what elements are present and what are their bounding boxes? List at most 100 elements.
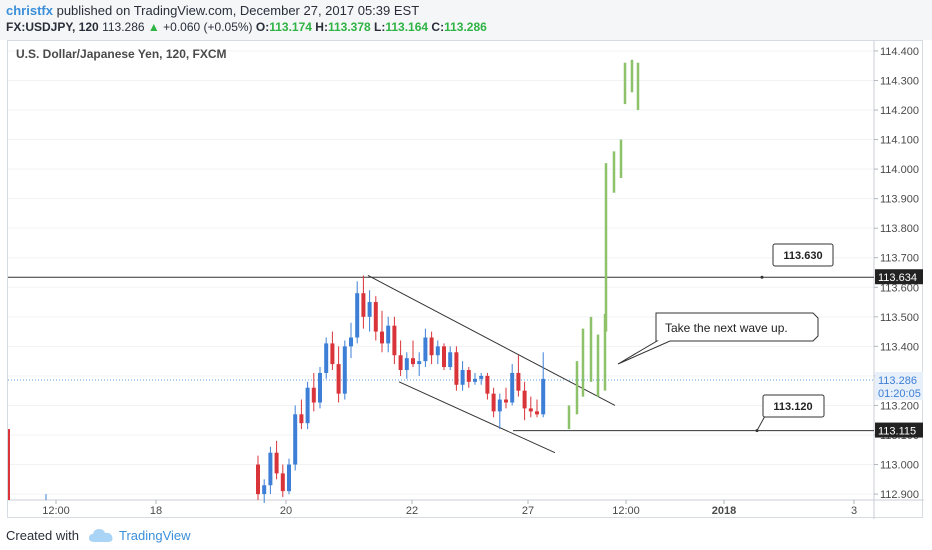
author-link[interactable]: christfx <box>6 3 53 18</box>
chart-grid <box>8 50 874 495</box>
candle-body <box>485 375 490 394</box>
candle-body <box>417 361 422 365</box>
footer: Created with TradingView <box>0 522 932 550</box>
candle-body <box>528 408 533 412</box>
time-tick-label: 18 <box>150 505 162 517</box>
candle-body <box>256 464 260 495</box>
callout-wave-text: Take the next wave up. <box>665 321 788 335</box>
time-tick-label: 2018 <box>712 505 736 517</box>
candle-body <box>398 355 403 370</box>
forecast-bars <box>567 59 640 430</box>
candle-body <box>268 452 273 486</box>
tradingview-cloud-icon <box>89 529 113 542</box>
low-label: L: <box>374 20 386 34</box>
price-tick-label: 114.300 <box>880 75 919 87</box>
time-tick-label: 12:00 <box>42 505 70 517</box>
created-with-text: Created with <box>6 528 79 543</box>
chart-area[interactable]: U.S. Dollar/Japanese Yen, 120, FXCM 112.… <box>7 40 924 519</box>
candle-body <box>541 378 546 415</box>
price-label-support-bg <box>875 422 923 438</box>
callout-bubble <box>617 312 819 365</box>
callout-box-support <box>762 394 825 418</box>
price-change: +0.060 (+0.05%) <box>163 20 253 34</box>
candle-body <box>392 325 397 356</box>
callout-resistance-text: 113.630 <box>783 250 822 262</box>
price-tick-label: 113.600 <box>880 282 919 294</box>
candle-body <box>448 352 453 368</box>
price-tick-label: 114.400 <box>880 46 919 58</box>
time-axis: 12:00 18 20 22 27 12:00 2018 3 <box>42 500 857 517</box>
candle-body <box>324 343 329 373</box>
tradingview-brand-link[interactable]: TradingView <box>119 528 191 543</box>
price-tick-label: 113.000 <box>880 460 919 472</box>
candle-body <box>373 302 378 332</box>
price-chart[interactable]: U.S. Dollar/Japanese Yen, 120, FXCM 112.… <box>8 41 924 519</box>
callouts: 113.630 113.120 Take the next wave up. <box>617 243 834 433</box>
callout-leader <box>762 267 775 277</box>
candle-body <box>361 293 366 317</box>
candle-body <box>510 372 515 403</box>
horizontal-lines <box>8 276 874 432</box>
candle-body <box>355 293 360 338</box>
channel-upper-line <box>367 275 616 406</box>
candle-body <box>330 343 335 365</box>
price-label-resistance-bg <box>875 269 923 285</box>
candle <box>8 429 10 500</box>
candle-body <box>504 399 508 403</box>
candle-body <box>305 387 310 424</box>
time-tick-label: 12:00 <box>612 505 640 517</box>
last-price: 113.286 <box>102 20 145 34</box>
candle-body <box>466 370 471 382</box>
low-value: 113.164 <box>385 20 429 34</box>
candle-body <box>429 337 434 356</box>
candle-body <box>367 302 372 317</box>
time-tick-label: 3 <box>851 505 857 517</box>
price-label-support: 113.115 <box>878 426 916 438</box>
candle-body <box>522 390 527 409</box>
price-tick-label: 114.000 <box>880 164 919 176</box>
price-tick-label: 113.900 <box>880 194 919 206</box>
up-arrow-icon: ▲ <box>147 20 160 34</box>
price-tick-label: 114.200 <box>880 105 919 117</box>
price-tick-label: 112.900 <box>880 489 919 501</box>
published-text: published on TradingView.com, December 2… <box>56 3 420 18</box>
price-tick-label: 113.400 <box>880 341 919 353</box>
candles <box>8 275 546 503</box>
candle-body <box>293 414 298 465</box>
price-label-current-bg <box>875 372 923 401</box>
candle-body <box>479 375 484 379</box>
high-label: H: <box>315 20 328 34</box>
publish-line: christfx published on TradingView.com, D… <box>6 3 419 18</box>
candle-body <box>460 370 465 385</box>
candle-body <box>535 411 539 415</box>
candle-body <box>299 414 304 424</box>
publish-header: christfx published on TradingView.com, D… <box>0 0 932 40</box>
descending-channel <box>367 275 616 454</box>
price-tick-label: 113.500 <box>880 312 919 324</box>
candle-body <box>386 325 391 344</box>
price-tick-label: 113.200 <box>880 400 919 412</box>
countdown-label: 01:20:05 <box>878 388 921 400</box>
candle-body <box>442 346 446 368</box>
callout-anchor <box>755 429 759 433</box>
open-value: 113.174 <box>269 20 312 34</box>
channel-lower-line <box>398 381 556 454</box>
candle-body <box>404 358 409 370</box>
time-tick-label: 22 <box>406 505 418 517</box>
price-tick-label: 113.800 <box>880 223 919 235</box>
quote-line: FX:USDJPY, 120 113.286 ▲ +0.060 (+0.05%)… <box>6 20 487 34</box>
close-label: C: <box>431 20 445 34</box>
candle-body <box>262 485 267 495</box>
close-value: 113.286 <box>444 20 487 34</box>
symbol-label: FX:USDJPY, 120 <box>6 20 99 34</box>
price-tick-label: 114.100 <box>880 135 919 147</box>
candle-body <box>473 378 477 382</box>
candle-body <box>342 346 347 394</box>
candle-body <box>318 372 322 403</box>
open-label: O: <box>255 20 270 34</box>
callout-box-resistance <box>772 243 834 267</box>
candle-body <box>380 331 384 344</box>
candle-body <box>280 473 285 492</box>
candle-body <box>454 352 459 385</box>
